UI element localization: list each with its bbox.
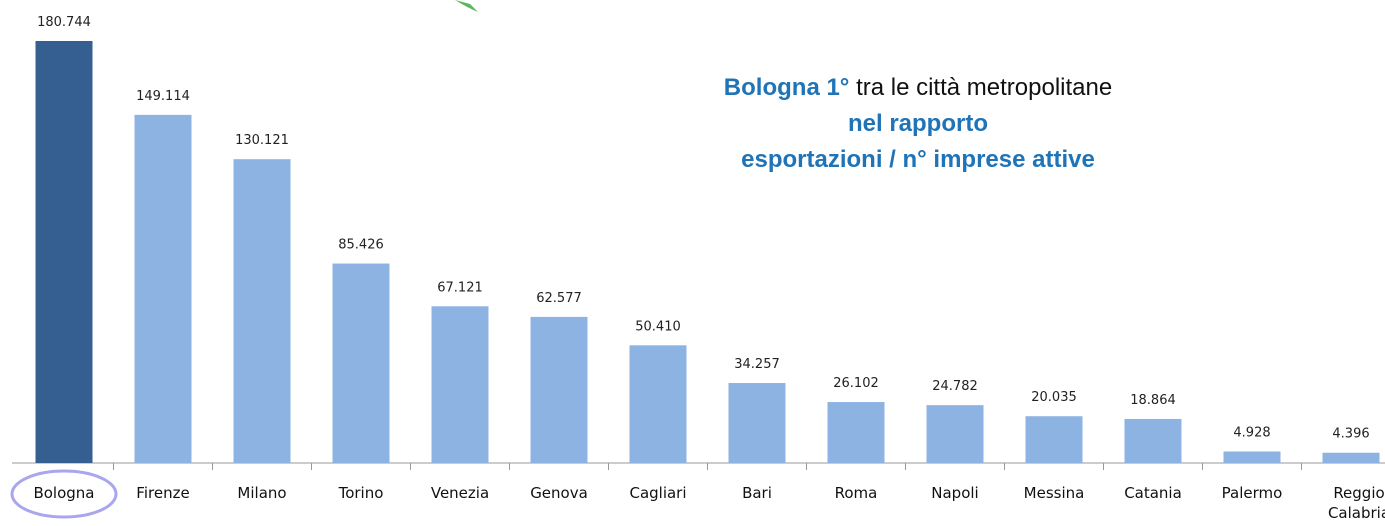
x-tick-label: Palermo [1221,484,1283,502]
bar [1322,452,1380,463]
x-tick-label: Bari [742,484,772,502]
value-label: 24.782 [932,379,978,394]
value-label: 180.744 [37,15,91,30]
annotation-rest: tra le città metropolitane [849,74,1112,101]
x-tick-label: Reggio Calabria [1327,484,1385,522]
x-tick-label: Venezia [430,484,490,502]
bar [233,159,291,463]
highlight-circle [10,469,118,519]
bar [134,114,192,463]
bar [1025,416,1083,463]
value-label: 4.396 [1332,427,1369,442]
arrow-fragment [455,0,478,12]
value-label: 34.257 [734,357,780,372]
bar [629,345,687,463]
value-label: 62.577 [536,291,582,306]
x-tick-label: Messina [1023,484,1085,502]
x-tick-label: Catania [1124,484,1182,502]
bar [35,41,93,463]
x-tick-label: Bologna [33,484,95,502]
bar [1223,451,1281,463]
annotation-line1: Bologna 1° tra le città metropolitane [724,74,1112,101]
value-label: 18.864 [1130,393,1176,408]
x-tick-label: Cagliari [629,484,687,502]
annotation-line2-text: nel rapporto [848,110,988,137]
x-tick-label: Roma [834,484,878,502]
value-label: 50.410 [635,319,681,334]
value-label: 85.426 [338,238,384,253]
value-label: 4.928 [1233,425,1270,440]
bar [332,263,390,463]
x-tick-label: Napoli [931,484,979,502]
bar [827,402,885,463]
x-tick-label: Torino [338,484,384,502]
bar [431,306,489,463]
x-tick-label: Milano [237,484,287,502]
value-label: 149.114 [136,89,190,104]
value-label: 20.035 [1031,390,1077,405]
annotation-lead: Bologna 1° [724,74,850,101]
value-label: 130.121 [235,133,289,148]
bar [728,383,786,463]
value-label: 26.102 [833,376,879,391]
value-label: 67.121 [437,280,483,295]
annotation-line3: esportazioni / n° imprese attive [741,146,1095,173]
bar [926,405,984,463]
annotation-line3-text: esportazioni / n° imprese attive [741,146,1095,173]
x-tick-label: Firenze [136,484,190,502]
bar [1124,418,1182,463]
x-tick-label: Genova [530,484,588,502]
annotation-line2: nel rapporto [848,110,988,137]
bar [530,316,588,463]
